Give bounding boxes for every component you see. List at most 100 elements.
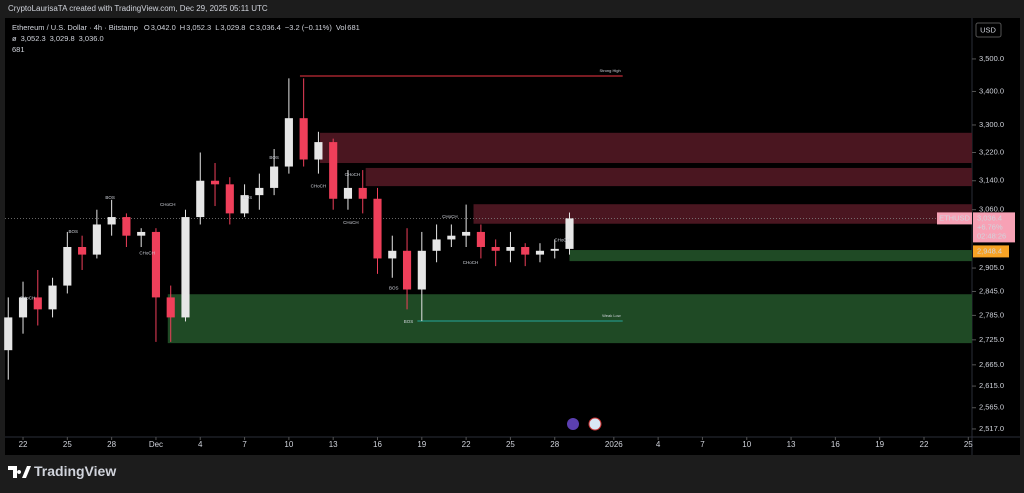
x-tick-label: 2026 (605, 440, 623, 449)
candle-body (18, 297, 28, 318)
x-tick-label: 22 (462, 440, 471, 449)
candle-body (196, 180, 205, 218)
candle-body (299, 118, 308, 160)
event-icon (588, 417, 602, 431)
ohlc-key: C (249, 23, 255, 32)
y-tick-label: 2,615.0 (979, 381, 1004, 390)
annotation: BOS (105, 195, 115, 200)
x-tick-label: 25 (964, 440, 973, 449)
x-tick-label: 4 (198, 440, 203, 449)
candle-body (78, 246, 87, 255)
ohlc-key: L (215, 23, 219, 32)
annotation: CHoCH (442, 214, 458, 219)
indicator-value: 3,052.3 (21, 34, 46, 43)
candle-body (402, 250, 412, 290)
price-tag-change: +6.76% (977, 222, 1003, 231)
indicator-volume: 681 (12, 45, 25, 54)
y-tick-label: 3,500.0 (979, 54, 1004, 63)
header-title: CryptoLaurisaTA created with TradingView… (8, 4, 268, 13)
candle-body (151, 231, 161, 298)
annotation: CHoCH (160, 202, 176, 207)
y-tick-label: 3,220.0 (979, 147, 1004, 156)
candle-body (270, 166, 279, 188)
candle-body (358, 187, 367, 199)
chart-panel (5, 18, 1020, 455)
candle-body (462, 231, 471, 236)
x-tick-label: 10 (284, 440, 293, 449)
x-tick-label: 10 (742, 440, 751, 449)
indicator-value: 3,029.8 (50, 34, 75, 43)
candle-body (33, 297, 42, 310)
y-tick-label: 2,517.0 (979, 424, 1004, 433)
candle-body (314, 142, 323, 160)
y-tick-label: 2,565.0 (979, 403, 1004, 412)
x-tick-label: 28 (107, 440, 116, 449)
candle-body (491, 246, 500, 251)
x-tick-label: 19 (875, 440, 884, 449)
zone (365, 167, 973, 187)
x-tick-label: 16 (831, 440, 840, 449)
candle-body (447, 235, 456, 240)
candle-body (122, 217, 131, 236)
price-tag (973, 212, 1015, 243)
x-tick-label: 4 (656, 440, 661, 449)
annotation: CHoCH (345, 172, 361, 177)
y-tick-label: 3,140.0 (979, 176, 1004, 185)
symbol-tag (937, 212, 972, 225)
currency-box (975, 22, 1002, 38)
candle-body (240, 195, 249, 214)
candle-body (521, 246, 530, 255)
x-tick-label: 22 (19, 440, 28, 449)
y-tick-label: 2,725.0 (979, 335, 1004, 344)
y-tick-label: 3,400.0 (979, 86, 1004, 95)
currency: USD (980, 25, 996, 34)
y-tick-label: 2,665.0 (979, 360, 1004, 369)
ohlc-value: 3,042.0 (151, 23, 176, 32)
level-tag-label: 2,948.4 (977, 246, 1002, 255)
event-icon (567, 418, 579, 430)
ohlc-key: O (144, 23, 150, 32)
x-tick-label: 22 (920, 440, 929, 449)
y-tick-label: 3,300.0 (979, 120, 1004, 129)
x-tick-label: 7 (242, 440, 247, 449)
candle-body (565, 218, 574, 249)
candle-body (181, 217, 190, 318)
x-tick-label: Dec (149, 440, 163, 449)
candle-body (388, 250, 397, 259)
candle-body (210, 180, 220, 185)
annotation: BOS (68, 229, 78, 234)
candle-body (417, 250, 426, 290)
candle-body (137, 231, 146, 236)
annotation: CHoCH (463, 260, 479, 265)
annotation: BOS (269, 155, 279, 160)
annotation: CHoCH (343, 220, 359, 225)
volume-key: Vol (336, 23, 347, 32)
annotation: CHoCH (311, 183, 327, 188)
y-tick-label: 2,785.0 (979, 310, 1004, 319)
change: −3.2 (−0.11%) (285, 23, 332, 32)
x-tick-label: 7 (700, 440, 705, 449)
x-tick-label: 25 (63, 440, 72, 449)
annotation: BOS (389, 286, 399, 291)
ohlc-value: 3,052.3 (186, 23, 211, 32)
annotation: CHoCH (139, 250, 155, 255)
x-tick-label: 28 (550, 440, 559, 449)
zone (569, 250, 972, 262)
y-tick-label: 2,845.0 (979, 286, 1004, 295)
annotation: BOS (404, 319, 414, 324)
annotation: BOS (243, 195, 253, 200)
candle-body (63, 246, 72, 286)
zone (319, 132, 972, 164)
x-tick-label: 16 (373, 440, 382, 449)
indicator-value: ø (12, 34, 17, 43)
brand: TradingView (34, 463, 116, 479)
candle-body (550, 248, 559, 251)
candle-body (343, 187, 353, 199)
candle-body (48, 285, 57, 310)
candle-body (329, 142, 338, 199)
candle-body (225, 184, 234, 214)
ohlc-key: H (180, 23, 185, 32)
x-tick-label: 25 (506, 440, 515, 449)
candle-body (284, 118, 293, 167)
